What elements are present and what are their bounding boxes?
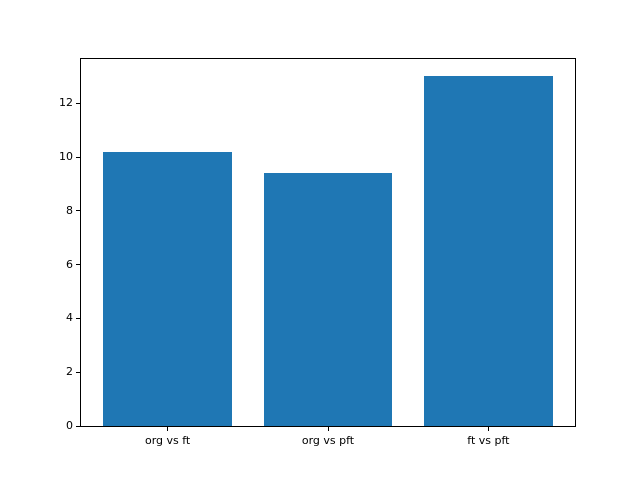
bar-org-vs-pft — [263, 173, 393, 426]
y-tick-mark-4 — [76, 317, 80, 319]
x-tick-mark-ft-vs-pft — [487, 427, 489, 431]
x-tick-mark-org-vs-ft — [167, 427, 169, 431]
x-tick-label-org-vs-pft: org vs pft — [301, 434, 355, 447]
y-tick-label-8: 8 — [66, 203, 73, 217]
plot-area: org vs ft org vs pft ft vs pft 0 2 4 6 8 10 12 — [59, 58, 576, 447]
x-tick-mark-org-vs-pft — [327, 427, 329, 431]
y-tick-mark-8 — [76, 210, 80, 212]
y-tick-label-4: 4 — [66, 311, 73, 325]
x-tick-label-org-vs-ft: org vs ft — [144, 434, 191, 447]
bar-org-vs-ft — [103, 151, 232, 426]
y-tick-label-0: 0 — [66, 419, 73, 432]
y-tick-label-6: 6 — [66, 257, 73, 271]
y-tick-label-10: 10 — [59, 150, 73, 164]
y-tick-mark-0 — [76, 425, 80, 427]
y-tick-mark-2 — [76, 371, 80, 373]
y-tick-mark-12 — [76, 102, 80, 104]
bar-ft-vs-pft — [424, 76, 553, 426]
y-tick-label-2: 2 — [66, 365, 73, 379]
y-tick-mark-6 — [76, 264, 80, 266]
x-tick-label-ft-vs-pft: ft vs pft — [467, 434, 510, 447]
y-tick-label-12: 12 — [59, 96, 73, 110]
y-tick-mark-10 — [76, 156, 80, 158]
